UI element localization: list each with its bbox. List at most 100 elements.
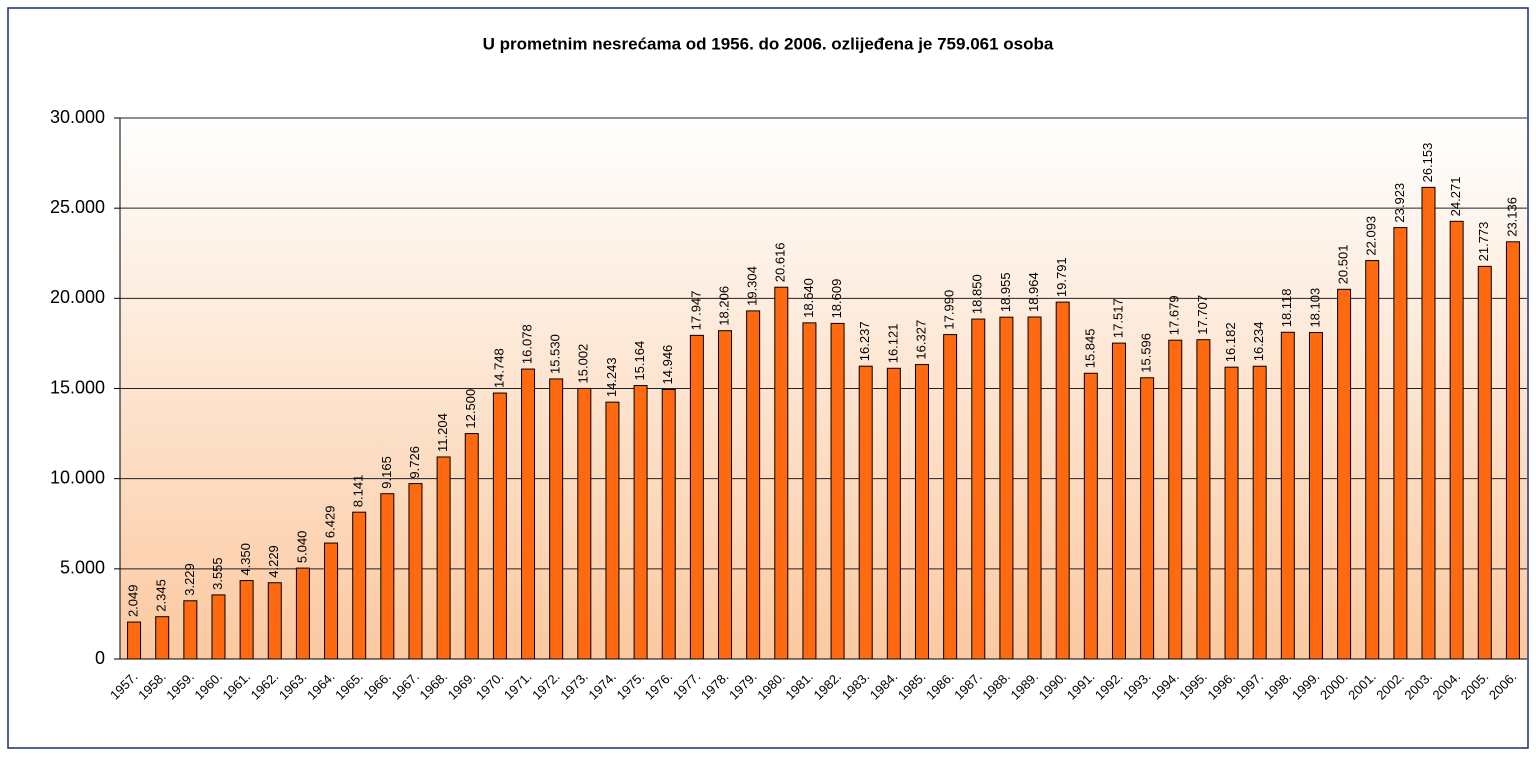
bar bbox=[1168, 339, 1183, 660]
value-label: 3.229 bbox=[182, 563, 197, 596]
value-label: 18.118 bbox=[1279, 288, 1294, 327]
bar bbox=[718, 330, 733, 660]
value-label: 23.923 bbox=[1392, 183, 1407, 223]
bar bbox=[1337, 288, 1352, 660]
bar bbox=[1449, 220, 1464, 660]
bar bbox=[971, 318, 986, 660]
value-label: 14.243 bbox=[604, 357, 619, 397]
value-label: 15.164 bbox=[632, 341, 647, 381]
bar bbox=[886, 367, 901, 660]
value-label: 20.616 bbox=[773, 242, 788, 282]
bar bbox=[605, 401, 620, 660]
bar bbox=[943, 334, 958, 660]
value-label: 15.002 bbox=[576, 344, 591, 384]
value-label: 22.093 bbox=[1364, 216, 1379, 256]
bar bbox=[239, 580, 254, 660]
value-label: 11.204 bbox=[435, 413, 450, 452]
value-label: 16.121 bbox=[885, 324, 900, 364]
bar bbox=[324, 542, 339, 660]
y-tick-label: 10.000 bbox=[50, 467, 105, 487]
value-label: 2.049 bbox=[126, 585, 141, 618]
value-label: 16.237 bbox=[857, 321, 872, 361]
y-tick-label: 5.000 bbox=[60, 558, 105, 578]
bar bbox=[211, 594, 226, 660]
bar bbox=[689, 334, 704, 660]
bar bbox=[1365, 260, 1380, 660]
value-label: 24.271 bbox=[1448, 177, 1463, 217]
bar bbox=[436, 456, 451, 660]
value-label: 15.530 bbox=[548, 334, 563, 374]
value-label: 18.964 bbox=[1026, 272, 1041, 312]
value-label: 18.640 bbox=[801, 278, 816, 318]
bar bbox=[661, 388, 676, 660]
value-label: 23.136 bbox=[1504, 197, 1519, 237]
bar bbox=[183, 600, 198, 660]
bar bbox=[1224, 366, 1239, 660]
bar bbox=[1308, 332, 1323, 660]
bar bbox=[1055, 301, 1070, 660]
bar bbox=[295, 567, 310, 660]
bar bbox=[1083, 372, 1098, 660]
bar bbox=[774, 286, 789, 660]
y-tick-label: 25.000 bbox=[50, 197, 105, 217]
bar bbox=[408, 483, 423, 660]
bar bbox=[746, 310, 761, 660]
chart-title: U prometnim nesrećama od 1956. do 2006. … bbox=[483, 34, 1054, 53]
bar bbox=[1477, 265, 1492, 660]
value-label: 18.206 bbox=[716, 286, 731, 326]
bar bbox=[155, 616, 170, 660]
value-label: 16.182 bbox=[1223, 322, 1238, 362]
bar bbox=[633, 385, 648, 660]
value-label: 17.990 bbox=[942, 290, 957, 330]
value-label: 18.850 bbox=[970, 274, 985, 314]
bar bbox=[914, 364, 929, 660]
value-label: 16.078 bbox=[519, 324, 534, 364]
bar bbox=[1421, 186, 1436, 660]
y-tick-label: 15.000 bbox=[50, 377, 105, 397]
bar bbox=[1393, 227, 1408, 660]
value-label: 2.345 bbox=[154, 579, 169, 612]
y-tick-label: 30.000 bbox=[50, 107, 105, 127]
bar bbox=[999, 316, 1014, 660]
value-label: 17.707 bbox=[1195, 295, 1210, 335]
value-label: 14.946 bbox=[660, 345, 675, 385]
value-label: 17.517 bbox=[1110, 298, 1125, 338]
value-label: 21.773 bbox=[1476, 222, 1491, 262]
bar bbox=[802, 322, 817, 660]
value-label: 17.679 bbox=[1167, 295, 1182, 335]
bar bbox=[464, 433, 479, 660]
value-label: 8.141 bbox=[351, 475, 366, 508]
bar bbox=[858, 365, 873, 660]
bar bbox=[1505, 241, 1520, 660]
y-tick-label: 20.000 bbox=[50, 287, 105, 307]
bar bbox=[549, 378, 564, 660]
value-label: 16.327 bbox=[913, 320, 928, 360]
value-label: 17.947 bbox=[688, 291, 703, 331]
value-label: 4.350 bbox=[238, 543, 253, 576]
bar bbox=[1027, 316, 1042, 660]
bar bbox=[1252, 365, 1267, 660]
value-label: 5.040 bbox=[294, 531, 309, 564]
value-label: 18.955 bbox=[998, 272, 1013, 312]
value-label: 14.748 bbox=[491, 348, 506, 388]
y-tick-label: 0 bbox=[95, 648, 105, 668]
bar bbox=[830, 322, 845, 660]
value-label: 18.609 bbox=[829, 279, 844, 319]
value-label: 9.165 bbox=[379, 456, 394, 489]
value-label: 15.596 bbox=[1139, 333, 1154, 373]
value-label: 19.791 bbox=[1054, 257, 1069, 297]
value-label: 18.103 bbox=[1307, 288, 1322, 328]
value-label: 9.726 bbox=[407, 446, 422, 479]
value-label: 15.845 bbox=[1082, 328, 1097, 368]
bar bbox=[1280, 331, 1295, 660]
bar bbox=[492, 392, 507, 660]
value-label: 6.429 bbox=[322, 506, 337, 539]
bar bbox=[1111, 342, 1126, 660]
value-label: 3.555 bbox=[210, 557, 225, 590]
bar bbox=[267, 582, 282, 660]
bar bbox=[1140, 377, 1155, 660]
value-label: 12.500 bbox=[463, 389, 478, 429]
bar bbox=[1196, 339, 1211, 660]
bar bbox=[577, 387, 592, 660]
